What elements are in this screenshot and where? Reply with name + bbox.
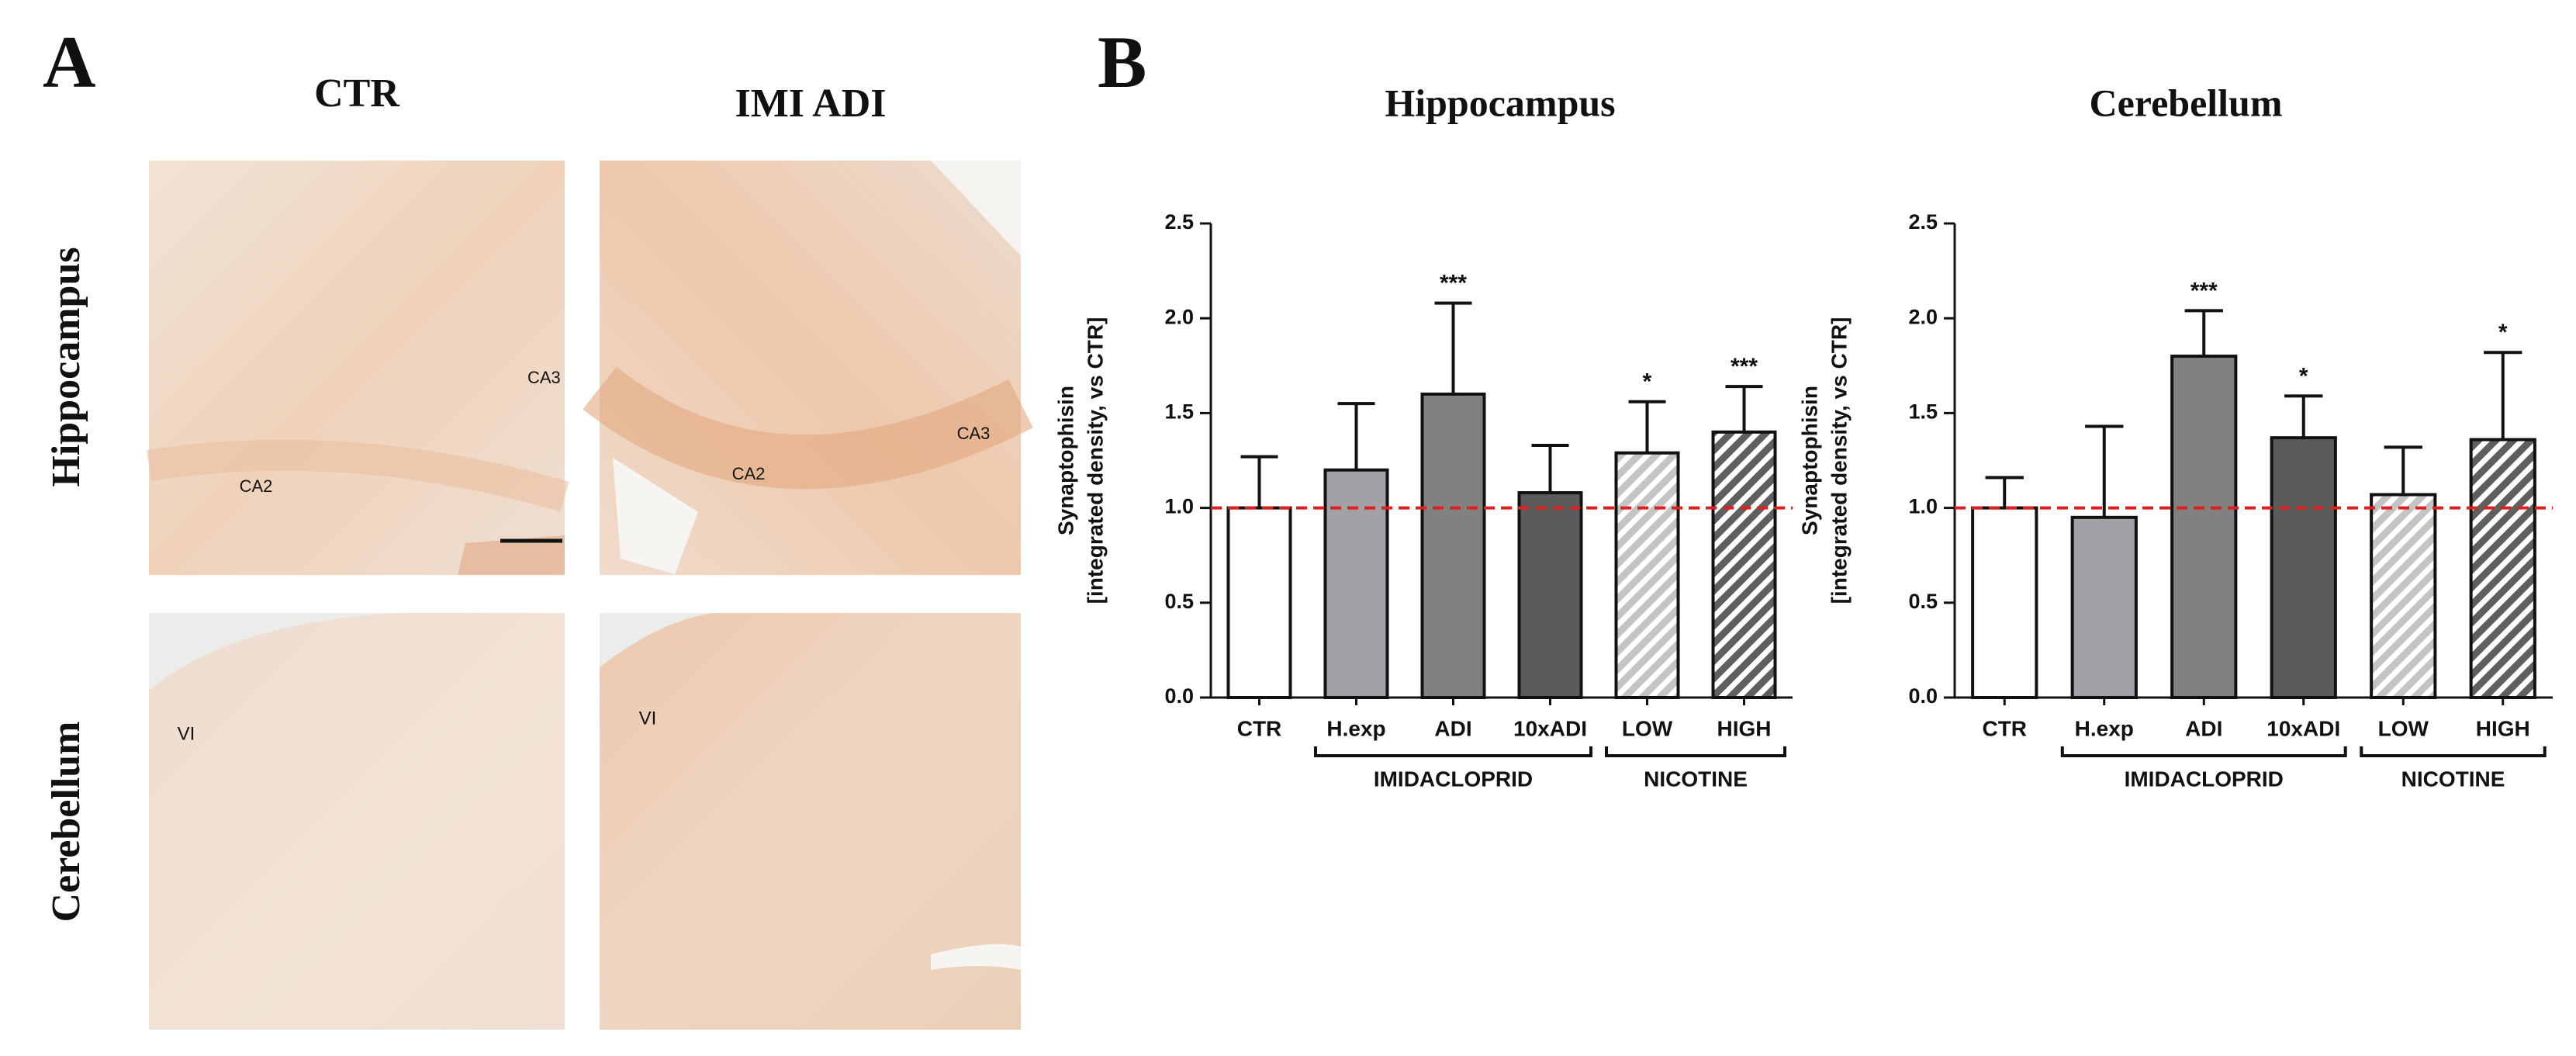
region-label: CA2	[240, 476, 273, 496]
y-tick-label: 1.5	[1908, 400, 1938, 424]
x-tick-label: H.exp	[1326, 716, 1385, 740]
y-tick-label: 1.5	[1164, 400, 1194, 424]
y-tick-label: 0.5	[1164, 590, 1194, 613]
region-label: VI	[178, 723, 195, 744]
significance-label: *	[2498, 320, 2508, 345]
row-title: Hippocampus	[44, 247, 88, 486]
group-bracket	[1314, 746, 1592, 757]
micrograph: CA2 CA3	[583, 161, 1033, 575]
group-label: NICOTINE	[2401, 767, 2505, 791]
region-label: CA3	[957, 424, 991, 443]
y-tick-label: 0.0	[1908, 684, 1938, 708]
y-axis-label: Synaptophisin	[1053, 386, 1077, 535]
x-tick-label: 10xADI	[1513, 716, 1587, 740]
bar	[1226, 506, 1292, 699]
y-axis-label: [integrated density, vs CTR]	[1083, 317, 1107, 604]
row-title: Cerebellum	[44, 722, 88, 923]
y-tick-label: 2.0	[1908, 305, 1938, 328]
bar	[1614, 451, 1680, 699]
significance-label: ***	[2190, 278, 2218, 303]
group-bracket	[1605, 746, 1786, 757]
chart-title: Hippocampus	[1385, 81, 1615, 124]
group-bracket	[2060, 746, 2347, 757]
x-tick-label: ADI	[1434, 716, 1471, 740]
panel-label: B	[1098, 21, 1146, 103]
micrograph: VI	[149, 613, 565, 1030]
bar	[1420, 392, 1486, 699]
y-axis-label: [integrated density, vs CTR]	[1827, 317, 1851, 604]
group-label: IMIDACLOPRID	[2125, 767, 2284, 791]
x-tick-label: 10xADI	[2267, 716, 2340, 740]
bar	[1711, 430, 1777, 700]
y-tick-label: 1.0	[1164, 495, 1194, 518]
y-tick-label: 0.0	[1164, 684, 1194, 708]
bar	[2170, 355, 2238, 699]
region-label: CA2	[732, 464, 766, 483]
bar	[2469, 438, 2536, 700]
micrograph: CA3 CA2	[146, 161, 569, 575]
significance-label: ***	[1731, 354, 1758, 379]
bar	[2370, 493, 2437, 699]
region-label: CA3	[527, 368, 561, 387]
x-tick-label: CTR	[1982, 716, 2027, 740]
y-axis-label: Synaptophisin	[1797, 386, 1821, 535]
y-tick-label: 2.5	[1908, 210, 1938, 234]
x-tick-label: LOW	[1622, 716, 1673, 740]
micrograph: VI	[600, 613, 1021, 1030]
x-tick-label: HIGH	[2476, 716, 2530, 740]
group-label: NICOTINE	[1644, 767, 1748, 791]
y-tick-label: 2.0	[1164, 305, 1194, 328]
y-tick-label: 2.5	[1164, 210, 1194, 234]
bar	[1517, 491, 1583, 699]
panel-label: A	[43, 21, 96, 103]
y-tick-label: 1.0	[1908, 495, 1938, 518]
bar	[1971, 506, 2038, 699]
bar	[1323, 468, 1389, 699]
group-bracket	[2360, 746, 2547, 757]
group-label: IMIDACLOPRID	[1374, 767, 1533, 791]
significance-label: *	[2299, 363, 2308, 389]
x-tick-label: ADI	[2185, 716, 2222, 740]
bar	[2070, 515, 2138, 699]
column-title: CTR	[314, 71, 400, 116]
region-label: VI	[639, 708, 657, 729]
bar	[2270, 436, 2337, 699]
x-tick-label: CTR	[1237, 716, 1282, 740]
x-tick-label: HIGH	[1717, 716, 1772, 740]
significance-label: *	[1643, 369, 1652, 395]
significance-label: ***	[1440, 271, 1467, 296]
chart-title: Cerebellum	[2089, 81, 2282, 124]
column-title: IMI ADI	[735, 81, 886, 126]
y-tick-label: 0.5	[1908, 590, 1938, 613]
x-tick-label: LOW	[2378, 716, 2429, 740]
x-tick-label: H.exp	[2075, 716, 2134, 740]
